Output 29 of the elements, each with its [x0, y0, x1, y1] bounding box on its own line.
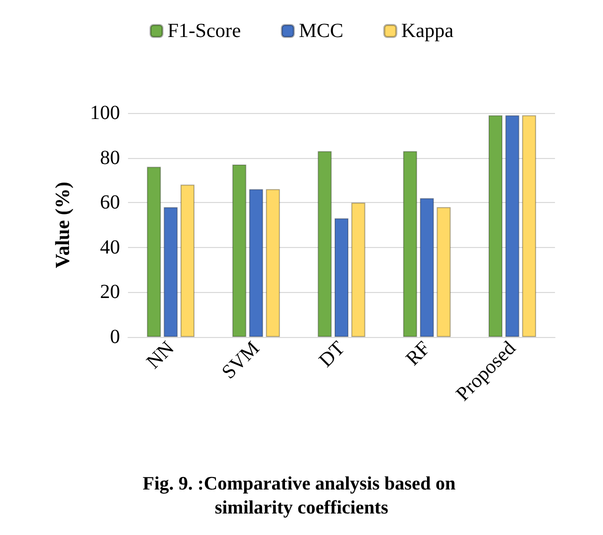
- x-tick-label: RF: [402, 337, 435, 370]
- bar: [180, 184, 194, 337]
- y-tick-label: 60: [100, 192, 120, 214]
- text: Fig. 9. :Comparative analysis based on similarity coefficients: [142, 474, 460, 518]
- bar: [164, 207, 178, 337]
- bar: [436, 207, 451, 337]
- legend-label: MCC: [298, 20, 344, 42]
- bar: [318, 151, 332, 337]
- bar: [266, 189, 280, 337]
- bar: [403, 151, 418, 337]
- y-tick-label: 80: [100, 146, 120, 169]
- x-tick-label: NN: [142, 337, 178, 374]
- bar: [505, 115, 520, 337]
- y-tick-label: 40: [100, 236, 120, 258]
- bar: [334, 218, 348, 337]
- bar: [420, 198, 434, 337]
- y-tick-label: 20: [100, 281, 120, 304]
- bar: [249, 189, 264, 337]
- y-axis-title: Value (%): [52, 182, 74, 268]
- bar: [232, 164, 246, 337]
- y-tick-label: 100: [90, 102, 120, 124]
- y-tick-label: 0: [110, 326, 120, 348]
- x-tick-label: DT: [314, 337, 350, 372]
- bar: [488, 115, 502, 337]
- legend-label: Kappa: [401, 20, 454, 42]
- bar: [351, 202, 366, 337]
- bar: [146, 166, 161, 337]
- legend-label: F1-Score: [168, 20, 241, 42]
- bar: [522, 115, 536, 337]
